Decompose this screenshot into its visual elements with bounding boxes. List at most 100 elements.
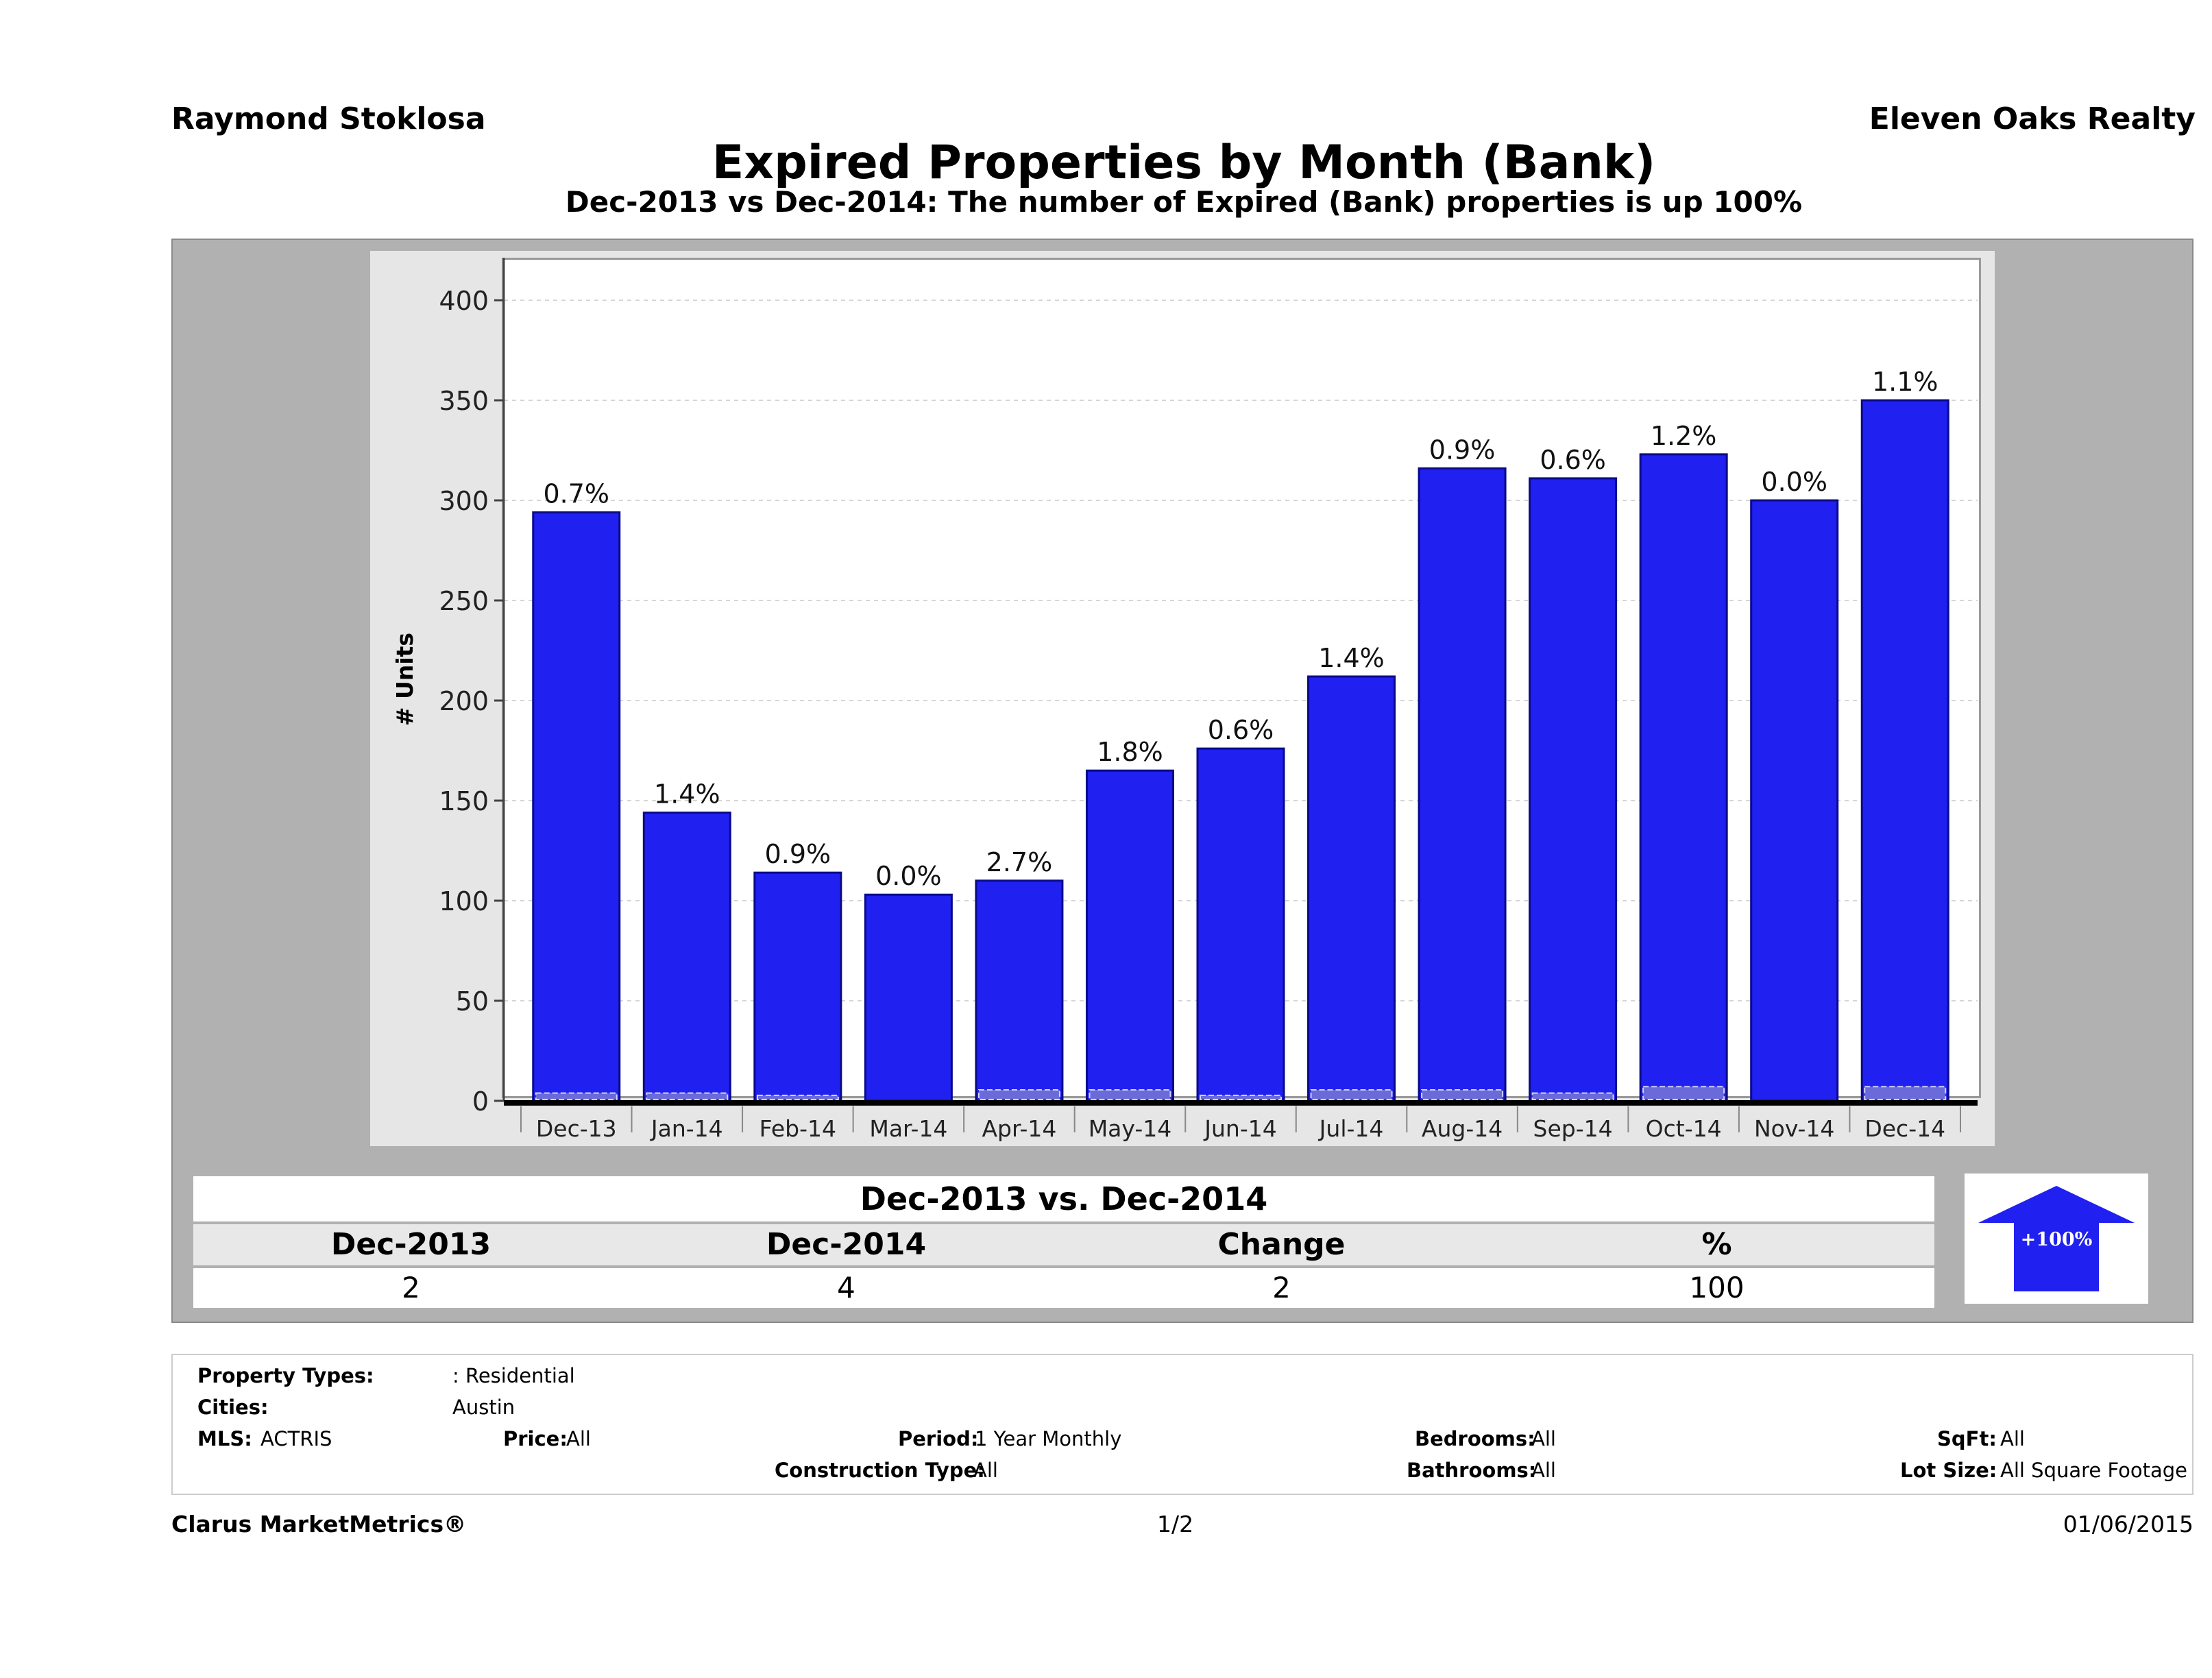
filter-label-bathrooms: Bathrooms:	[1407, 1459, 1537, 1482]
bank-units-segment	[1200, 1095, 1282, 1100]
data-label: 1.1%	[1872, 367, 1938, 397]
filter-label-sqft: SqFt:	[1937, 1427, 1997, 1450]
comparison-header-change: Change	[1217, 1227, 1346, 1262]
bar-jun-14	[1196, 747, 1285, 1102]
bar-aug-14	[1418, 467, 1507, 1102]
y-axis-title: # Units	[391, 633, 418, 726]
comparison-title-box	[193, 1176, 1934, 1221]
bank-units-segment	[646, 1092, 729, 1101]
x-tick-label: Jul-14	[1318, 1115, 1384, 1142]
x-tick-label: Jun-14	[1203, 1115, 1276, 1142]
y-tick-label: 0	[472, 1086, 489, 1117]
x-tick-label: Dec-14	[1864, 1115, 1945, 1142]
bank-units-segment	[1089, 1089, 1171, 1101]
data-label: 0.0%	[1761, 467, 1827, 497]
bar-jan-14	[642, 812, 731, 1102]
change-badge-label: +100%	[2021, 1229, 2093, 1250]
up-arrow-icon: +100%	[1978, 1186, 2135, 1291]
bar-may-14	[1085, 769, 1174, 1102]
bank-units-segment	[1421, 1089, 1504, 1101]
x-tick-label: Aug-14	[1422, 1115, 1503, 1142]
bar-apr-14	[975, 879, 1064, 1102]
footer-brand: Clarus MarketMetrics®	[171, 1511, 467, 1537]
comparison-title: Dec-2013 vs. Dec-2014	[860, 1180, 1268, 1217]
y-tick-label: 100	[439, 886, 489, 916]
filters-panel	[171, 1354, 2193, 1495]
filter-value-property-types: : Residential	[452, 1364, 575, 1387]
data-label: 1.2%	[1651, 421, 1717, 451]
filter-value-price: All	[566, 1427, 591, 1450]
filter-label-mls: MLS:	[197, 1427, 252, 1450]
x-tick-label: Jan-14	[650, 1115, 723, 1142]
bar-dec-13	[532, 511, 621, 1102]
bank-units-segment	[977, 1089, 1060, 1101]
y-tick-label: 50	[456, 986, 489, 1017]
data-label: 0.6%	[1540, 445, 1606, 475]
filter-value-cities: Austin	[452, 1396, 515, 1419]
filter-value-lot-size: All Square Footage	[2000, 1459, 2188, 1482]
bank-units-segment	[535, 1092, 618, 1101]
bar-chart: 0.7% 1.4% 0.9% 0.0% 2.7% 1.8% 0.6% 1.4% 0.9% 0.6%…	[391, 258, 1978, 1142]
data-label: 1.4%	[654, 779, 720, 810]
x-tick-label: Sep-14	[1533, 1115, 1613, 1142]
data-label: 0.9%	[1429, 435, 1496, 465]
comparison-value-percent: 100	[1689, 1271, 1745, 1304]
y-tick-label: 400	[439, 286, 489, 316]
comparison-header-row	[193, 1224, 1934, 1265]
filter-value-sqft: All	[2000, 1427, 2025, 1450]
bank-units-segment	[1531, 1092, 1614, 1101]
filter-value-period: 1 Year Monthly	[975, 1427, 1122, 1450]
chart-subtitle: Dec-2013 vs Dec-2014: The number of Expi…	[565, 185, 1803, 219]
bank-units-segment	[1864, 1086, 1947, 1101]
bar-mar-14	[864, 893, 953, 1102]
x-tick-label: Mar-14	[869, 1115, 947, 1142]
filter-value-bedrooms: All	[1531, 1427, 1556, 1450]
bar-oct-14	[1639, 453, 1728, 1102]
x-tick-label: Oct-14	[1646, 1115, 1722, 1142]
y-tick-label: 300	[439, 486, 489, 516]
filter-label-cities: Cities:	[197, 1396, 269, 1419]
comparison-value-row	[193, 1268, 1934, 1308]
data-label: 0.9%	[765, 839, 831, 869]
filter-label-lot-size: Lot Size:	[1900, 1459, 1997, 1482]
agent-name: Raymond Stoklosa	[171, 101, 486, 136]
filter-label-period: Period:	[898, 1427, 979, 1450]
y-tick-label: 200	[439, 686, 489, 716]
filter-label-property-types: Property Types:	[197, 1364, 374, 1387]
comparison-value-change: 2	[1272, 1271, 1291, 1304]
filter-label-bedrooms: Bedrooms:	[1415, 1427, 1535, 1450]
bar-feb-14	[753, 871, 842, 1102]
filter-label-construction-type: Construction Type:	[775, 1459, 985, 1482]
x-tick-label: Nov-14	[1754, 1115, 1834, 1142]
footer-page-number: 1/2	[1157, 1511, 1194, 1537]
comparison-value-dec-2013: 2	[402, 1271, 420, 1304]
comparison-header-percent: %	[1701, 1227, 1732, 1262]
comparison-value-dec-2014: 4	[837, 1271, 855, 1304]
x-tick-label: Dec-13	[536, 1115, 617, 1142]
bar-dec-14	[1860, 399, 1949, 1102]
y-tick-label: 350	[439, 386, 489, 416]
y-tick-label: 150	[439, 786, 489, 816]
bank-units-segment	[1310, 1089, 1393, 1101]
bank-units-segment	[756, 1095, 839, 1100]
bank-units-segment	[1642, 1086, 1725, 1101]
data-label: 2.7%	[986, 847, 1053, 877]
bar-jul-14	[1307, 675, 1396, 1102]
x-tick-label: May-14	[1089, 1115, 1172, 1142]
data-label: 1.4%	[1318, 643, 1385, 673]
footer-date: 01/06/2015	[2063, 1511, 2193, 1537]
comparison-header-dec-2014: Dec-2014	[766, 1227, 927, 1262]
data-label: 0.6%	[1208, 715, 1274, 745]
filter-value-bathrooms: All	[1531, 1459, 1556, 1482]
bar-nov-14	[1750, 499, 1839, 1102]
company-name: Eleven Oaks Realty	[1869, 101, 2196, 136]
comparison-header-dec-2013: Dec-2013	[330, 1227, 491, 1262]
chart-title: Expired Properties by Month (Bank)	[712, 136, 1656, 190]
x-tick-label: Apr-14	[982, 1115, 1056, 1142]
x-tick-label: Feb-14	[759, 1115, 836, 1142]
filter-value-mls: ACTRIS	[260, 1427, 332, 1450]
data-label: 0.0%	[875, 861, 942, 891]
bar-sep-14	[1529, 477, 1618, 1102]
filter-label-price: Price:	[503, 1427, 568, 1450]
y-tick-label: 250	[439, 586, 489, 616]
